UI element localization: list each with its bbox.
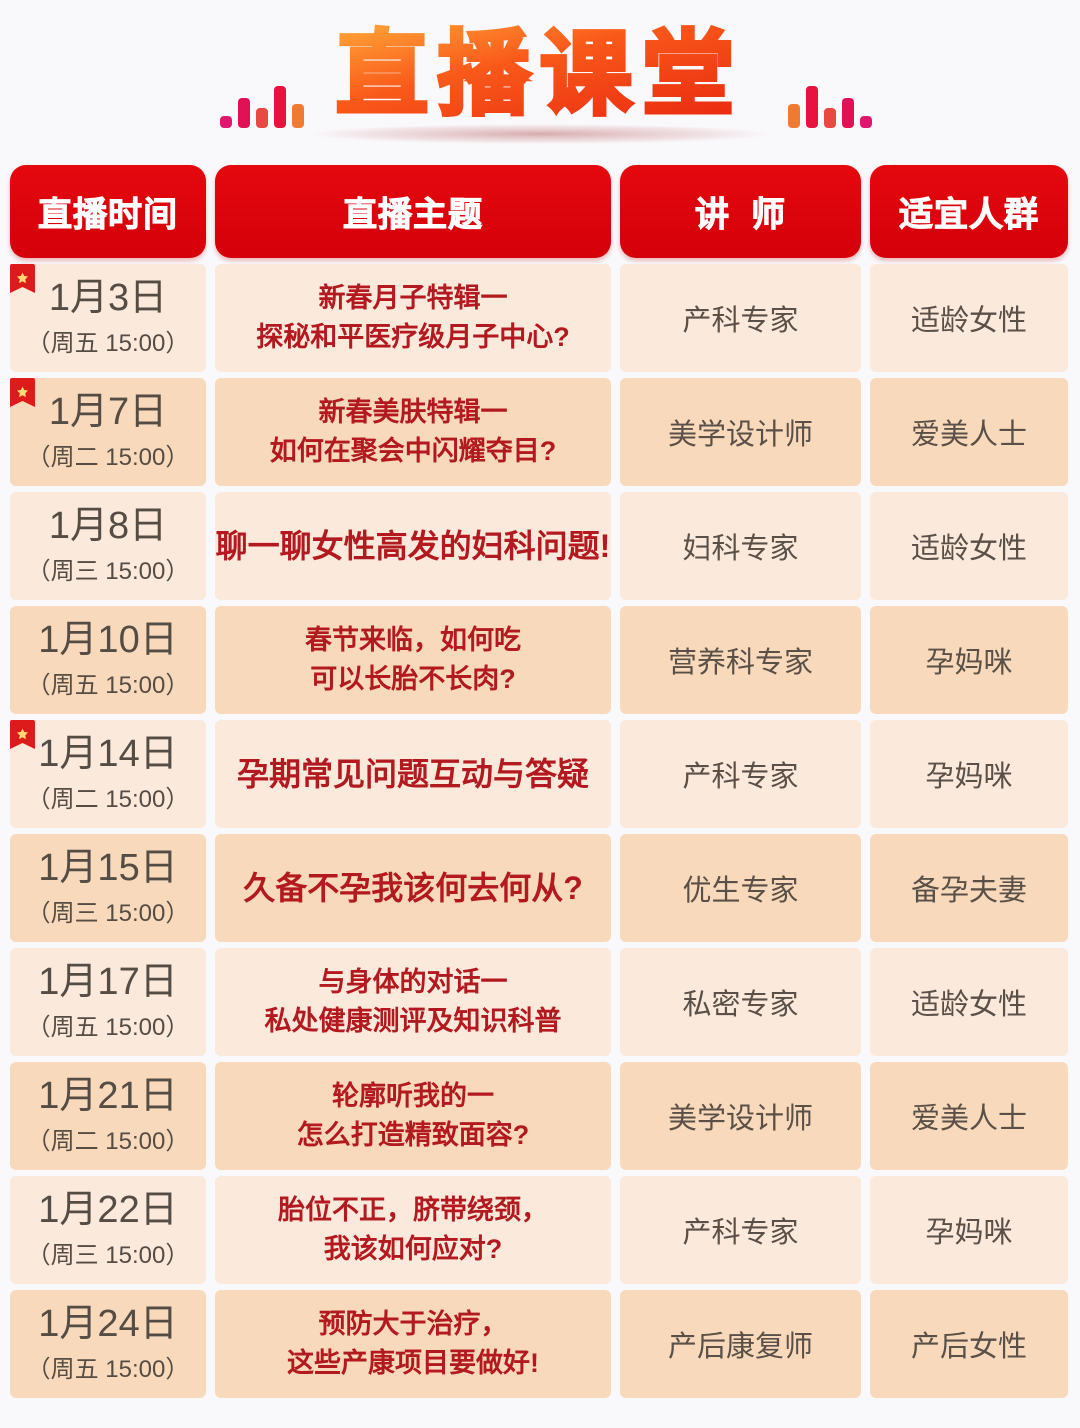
svg-text:直播课堂: 直播课堂 bbox=[336, 24, 744, 126]
